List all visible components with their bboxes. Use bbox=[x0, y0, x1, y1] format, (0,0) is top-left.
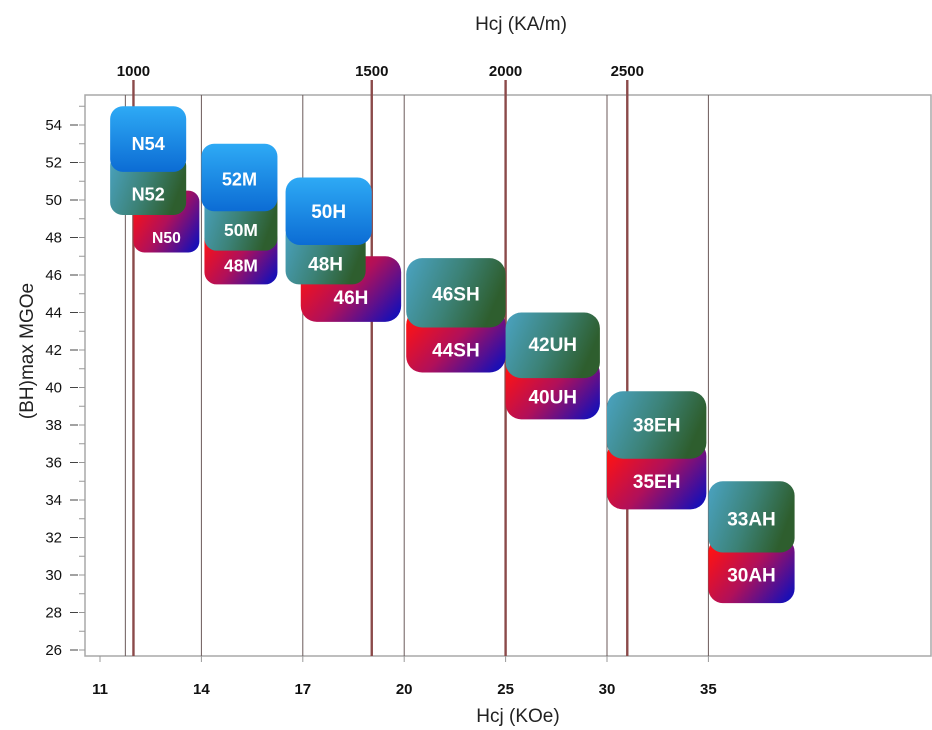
y-tick-label-28: 28 bbox=[45, 605, 62, 622]
y-tick-label-54: 54 bbox=[45, 117, 62, 134]
top-tick-label-1500: 1500 bbox=[355, 63, 388, 80]
grade-label-48M: 48M bbox=[224, 256, 258, 276]
grade-label-52M: 52M bbox=[222, 170, 257, 190]
grade-box-30AH bbox=[708, 537, 795, 604]
x-tick-label-25: 25 bbox=[497, 681, 514, 698]
y-tick-label-52: 52 bbox=[45, 155, 62, 172]
y-tick-label-48: 48 bbox=[45, 230, 62, 247]
grade-label-46H: 46H bbox=[334, 288, 369, 309]
top-axis-title: Hcj (KA/m) bbox=[475, 14, 567, 35]
grade-box-52M bbox=[201, 143, 278, 212]
y-tick-label-36: 36 bbox=[45, 455, 62, 472]
x-tick-label-11: 11 bbox=[92, 681, 108, 698]
grade-box-N54 bbox=[110, 106, 187, 172]
grade-box-33AH bbox=[708, 481, 795, 553]
grade-label-46SH: 46SH bbox=[432, 284, 480, 305]
x-tick-label-35: 35 bbox=[700, 681, 717, 698]
x-tick-label-17: 17 bbox=[294, 681, 311, 698]
y-axis-title: (BH)max MGOe bbox=[17, 283, 38, 419]
grade-box-42UH bbox=[505, 312, 600, 379]
grade-label-50M: 50M bbox=[224, 220, 258, 240]
plot-frame bbox=[84, 94, 932, 657]
grade-label-38EH: 38EH bbox=[633, 416, 681, 437]
grade-label-40UH: 40UH bbox=[528, 388, 577, 409]
y-tick-label-46: 46 bbox=[45, 267, 62, 284]
y-tick-label-38: 38 bbox=[45, 417, 62, 434]
top-ticks: 1000 1500 2000 2500 bbox=[117, 63, 644, 80]
y-tick-label-30: 30 bbox=[45, 567, 62, 584]
grade-label-44SH: 44SH bbox=[432, 341, 480, 362]
x-tick-label-14: 14 bbox=[193, 681, 210, 698]
y-tick-label-34: 34 bbox=[45, 492, 62, 509]
grade-box-38EH bbox=[607, 391, 707, 459]
grade-label-50H: 50H bbox=[311, 202, 346, 223]
x-axis-title: Hcj (KOe) bbox=[476, 706, 559, 727]
y-tick-label-44: 44 bbox=[45, 305, 62, 322]
y-tick-label-50: 50 bbox=[45, 192, 62, 209]
top-tick-label-2500: 2500 bbox=[611, 63, 644, 80]
x-tick-label-30: 30 bbox=[599, 681, 616, 698]
x-tick-label-20: 20 bbox=[396, 681, 413, 698]
grade-label-33AH: 33AH bbox=[727, 509, 776, 530]
y-tick-label-40: 40 bbox=[45, 380, 62, 397]
top-tick-label-1000: 1000 bbox=[117, 63, 150, 80]
y-tick-label-32: 32 bbox=[45, 530, 62, 547]
grade-label-42UH: 42UH bbox=[528, 335, 577, 356]
grade-label-48H: 48H bbox=[308, 254, 343, 275]
grade-boxes: N50 N52 N54 48M 50M 52M 46H 48H 50H 44SH 46SH 40UH 4… bbox=[110, 106, 795, 604]
y-tick-label-26: 26 bbox=[45, 642, 62, 659]
grade-box-50H bbox=[285, 177, 372, 245]
grade-label-35EH: 35EH bbox=[633, 472, 681, 493]
grade-label-N52: N52 bbox=[132, 185, 165, 205]
y-ticks: 26 28 30 32 34 36 38 40 42 44 46 48 50 52 54 bbox=[45, 105, 85, 659]
grade-label-30AH: 30AH bbox=[727, 566, 776, 587]
x-ticks: 11 14 17 20 25 30 35 bbox=[92, 656, 717, 698]
y-tick-label-42: 42 bbox=[45, 342, 62, 359]
top-tick-label-2000: 2000 bbox=[489, 63, 522, 80]
grade-label-N54: N54 bbox=[132, 134, 165, 154]
grade-label-N50: N50 bbox=[152, 230, 181, 247]
grade-box-46SH bbox=[406, 258, 506, 328]
